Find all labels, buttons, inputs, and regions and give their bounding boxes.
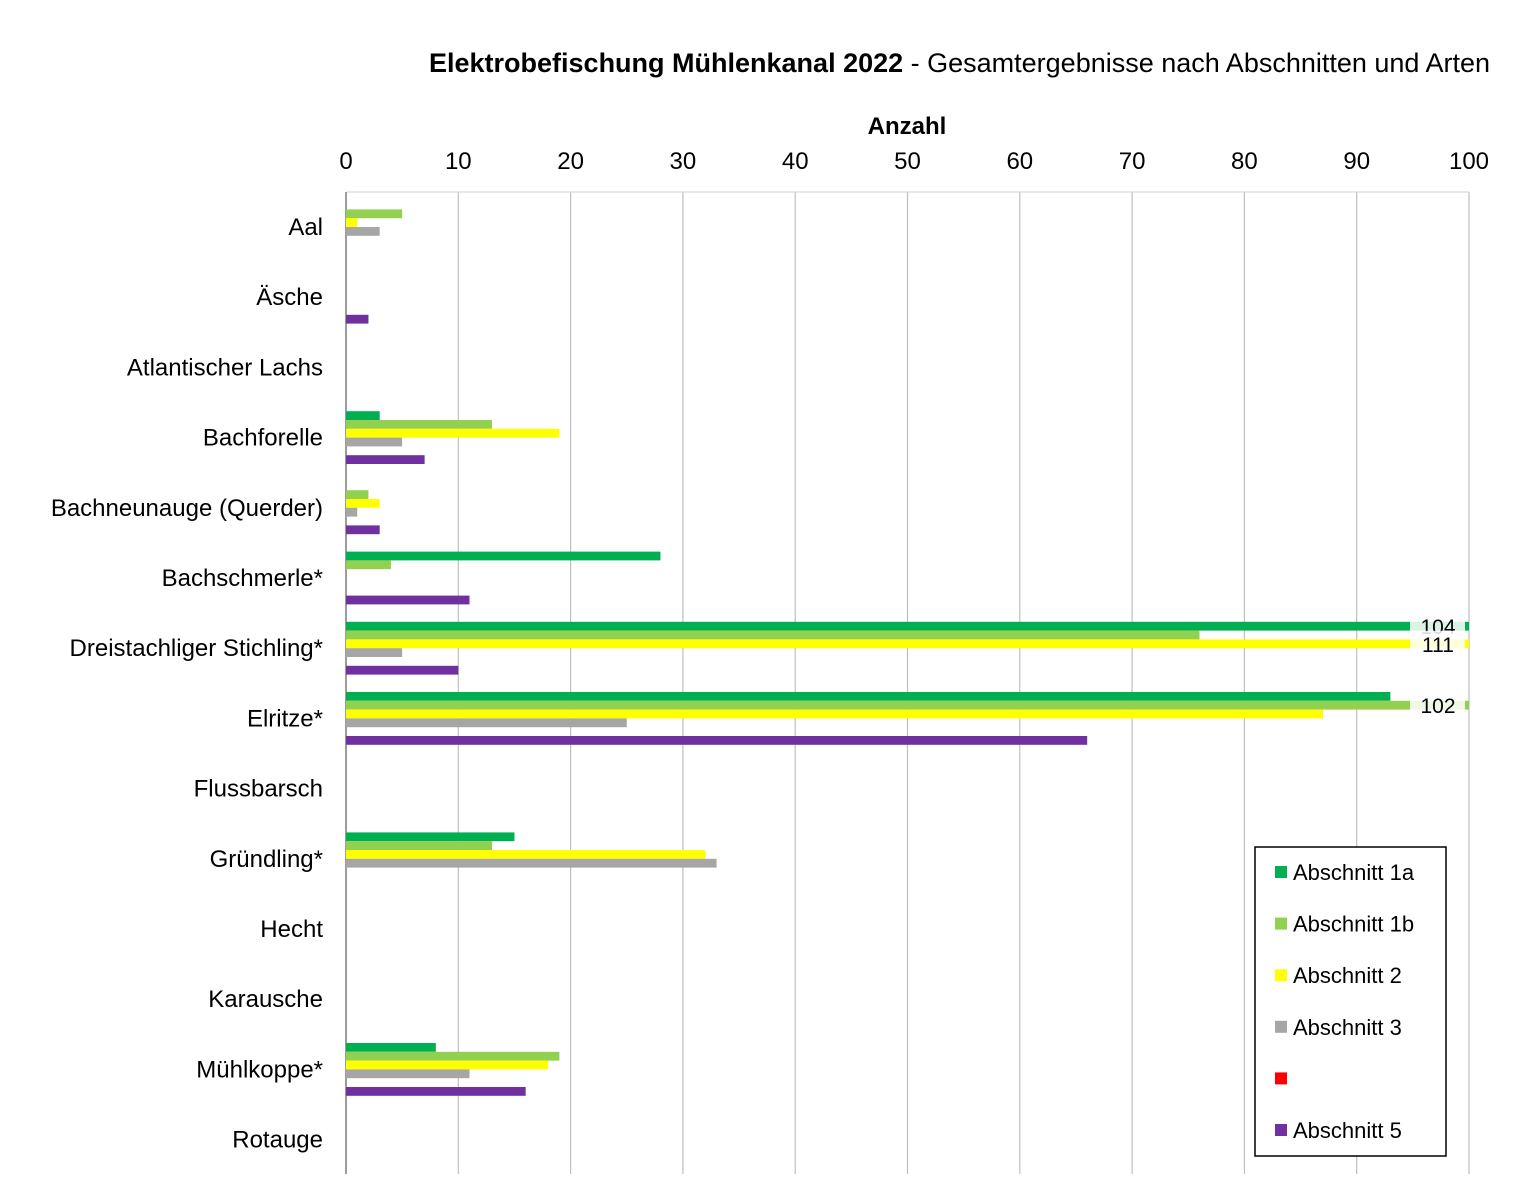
legend-swatch-s3 bbox=[1275, 969, 1287, 982]
bar-aal-s4 bbox=[346, 227, 380, 236]
x-tick-10: 10 bbox=[445, 148, 472, 175]
bar-elritze-s3 bbox=[346, 709, 1324, 719]
bar-bachforelle-s3 bbox=[346, 428, 560, 438]
bar-bachneunauge-querder-s2 bbox=[346, 490, 369, 499]
chart-title-rest: - Gesamtergebnisse nach Abschnitten und … bbox=[903, 48, 1490, 78]
bar-bachschmerle-s6 bbox=[346, 595, 470, 605]
category-label-rotauge: Rotauge bbox=[232, 1127, 323, 1154]
legend-label-s2: Abschnitt 1b bbox=[1293, 912, 1414, 937]
bar-mühlkoppe-s4 bbox=[346, 1069, 470, 1079]
category-label-elritze: Elritze* bbox=[247, 705, 323, 732]
bar-mühlkoppe-s6 bbox=[346, 1087, 526, 1096]
x-tick-0: 0 bbox=[339, 148, 352, 175]
bar-dreistachliger-stichling-s1 bbox=[346, 621, 1469, 631]
bar-elritze-s4 bbox=[346, 718, 627, 728]
x-tick-50: 50 bbox=[894, 148, 921, 175]
legend-swatch-s2 bbox=[1275, 917, 1287, 930]
category-label-äsche: Äsche bbox=[256, 284, 323, 311]
bar-bachschmerle-s1 bbox=[346, 551, 661, 561]
category-label-hecht: Hecht bbox=[260, 916, 323, 943]
bar-bachforelle-s1 bbox=[346, 411, 380, 420]
bar-elritze-s2 bbox=[346, 700, 1469, 710]
x-tick-20: 20 bbox=[557, 148, 584, 175]
x-tick-40: 40 bbox=[782, 148, 809, 175]
x-tick-60: 60 bbox=[1006, 148, 1033, 175]
legend-swatch-s6 bbox=[1275, 1124, 1287, 1136]
bar-dreistachliger-stichling-s6 bbox=[346, 665, 459, 675]
bar-gründling-s1 bbox=[346, 832, 515, 842]
x-axis-label: Anzahl bbox=[868, 113, 947, 140]
legend-label-s4: Abschnitt 3 bbox=[1293, 1015, 1402, 1040]
bar-bachforelle-s4 bbox=[346, 437, 403, 447]
bar-bachneunauge-querder-s6 bbox=[346, 525, 380, 535]
bar-dreistachliger-stichling-s2 bbox=[346, 630, 1200, 640]
category-label-karausche: Karausche bbox=[208, 986, 323, 1013]
category-label-bachschmerle: Bachschmerle* bbox=[162, 565, 323, 592]
bar-dreistachliger-stichling-s4 bbox=[346, 648, 403, 657]
bar-aal-s3 bbox=[346, 218, 358, 227]
bar-gründling-s3 bbox=[346, 850, 706, 859]
legend-swatch-s5 bbox=[1275, 1072, 1287, 1085]
x-tick-90: 90 bbox=[1343, 148, 1370, 175]
bar-bachschmerle-s2 bbox=[346, 560, 391, 570]
value-label-bg-3 bbox=[1410, 692, 1465, 719]
bar-aal-s2 bbox=[346, 209, 403, 219]
chart-title-bold: Elektrobefischung Mühlenkanal 2022 bbox=[429, 48, 903, 78]
category-label-mühlkoppe: Mühlkoppe* bbox=[196, 1056, 323, 1083]
legend-label-s3: Abschnitt 2 bbox=[1293, 963, 1402, 988]
bars bbox=[346, 209, 1469, 1096]
bar-bachneunauge-querder-s3 bbox=[346, 499, 380, 508]
legend-label-s1: Abschnitt 1a bbox=[1293, 860, 1415, 885]
value-label-102: 102 bbox=[1420, 695, 1455, 718]
chart-title: Elektrobefischung Mühlenkanal 2022 - Ges… bbox=[429, 48, 1490, 78]
value-label-111: 111 bbox=[1422, 634, 1454, 657]
x-tick-70: 70 bbox=[1119, 148, 1146, 175]
bar-elritze-s6 bbox=[346, 736, 1088, 745]
bar-gründling-s4 bbox=[346, 858, 717, 868]
legend-box bbox=[1254, 846, 1447, 1157]
category-label-aal: Aal bbox=[288, 214, 323, 241]
bar-bachforelle-s6 bbox=[346, 455, 425, 464]
bar-elritze-s1 bbox=[346, 692, 1391, 701]
category-labels: Aal Äsche Atlantischer Lachs Bachforelle Bac… bbox=[51, 214, 324, 1154]
x-tick-30: 30 bbox=[670, 148, 697, 175]
bar-bachforelle-s2 bbox=[346, 420, 492, 429]
legend-swatch-s1 bbox=[1275, 866, 1287, 878]
bar-äsche-s6 bbox=[346, 314, 369, 324]
category-label-gründling: Gründling* bbox=[210, 846, 323, 873]
category-label-bachforelle: Bachforelle bbox=[203, 425, 323, 452]
legend: Abschnitt 1a Abschnitt 1b Abschnitt 2 Absch… bbox=[1254, 846, 1447, 1157]
bar-gründling-s2 bbox=[346, 841, 492, 850]
legend-swatch-s4 bbox=[1275, 1020, 1287, 1033]
bar-dreistachliger-stichling-s3 bbox=[346, 639, 1469, 649]
bar-bachneunauge-querder-s4 bbox=[346, 507, 358, 517]
x-tick-80: 80 bbox=[1231, 148, 1258, 175]
bar-mühlkoppe-s2 bbox=[346, 1051, 560, 1061]
category-label-dreistachliger-stichling: Dreistachliger Stichling* bbox=[70, 635, 323, 662]
bar-mühlkoppe-s3 bbox=[346, 1060, 549, 1070]
legend-label-s6: Abschnitt 5 bbox=[1293, 1118, 1402, 1143]
category-label-bachneunauge-querder: Bachneunauge (Querder) bbox=[51, 495, 323, 522]
x-tick-labels: 0 10 20 30 40 50 60 70 80 90 100 bbox=[339, 148, 1489, 175]
category-label-flussbarsch: Flussbarsch bbox=[194, 776, 323, 803]
value-label-bg-2 bbox=[1410, 630, 1465, 657]
category-label-atlantischer-lachs: Atlantischer Lachs bbox=[127, 354, 323, 381]
bar-mühlkoppe-s1 bbox=[346, 1043, 436, 1052]
x-tick-100: 100 bbox=[1449, 148, 1489, 175]
